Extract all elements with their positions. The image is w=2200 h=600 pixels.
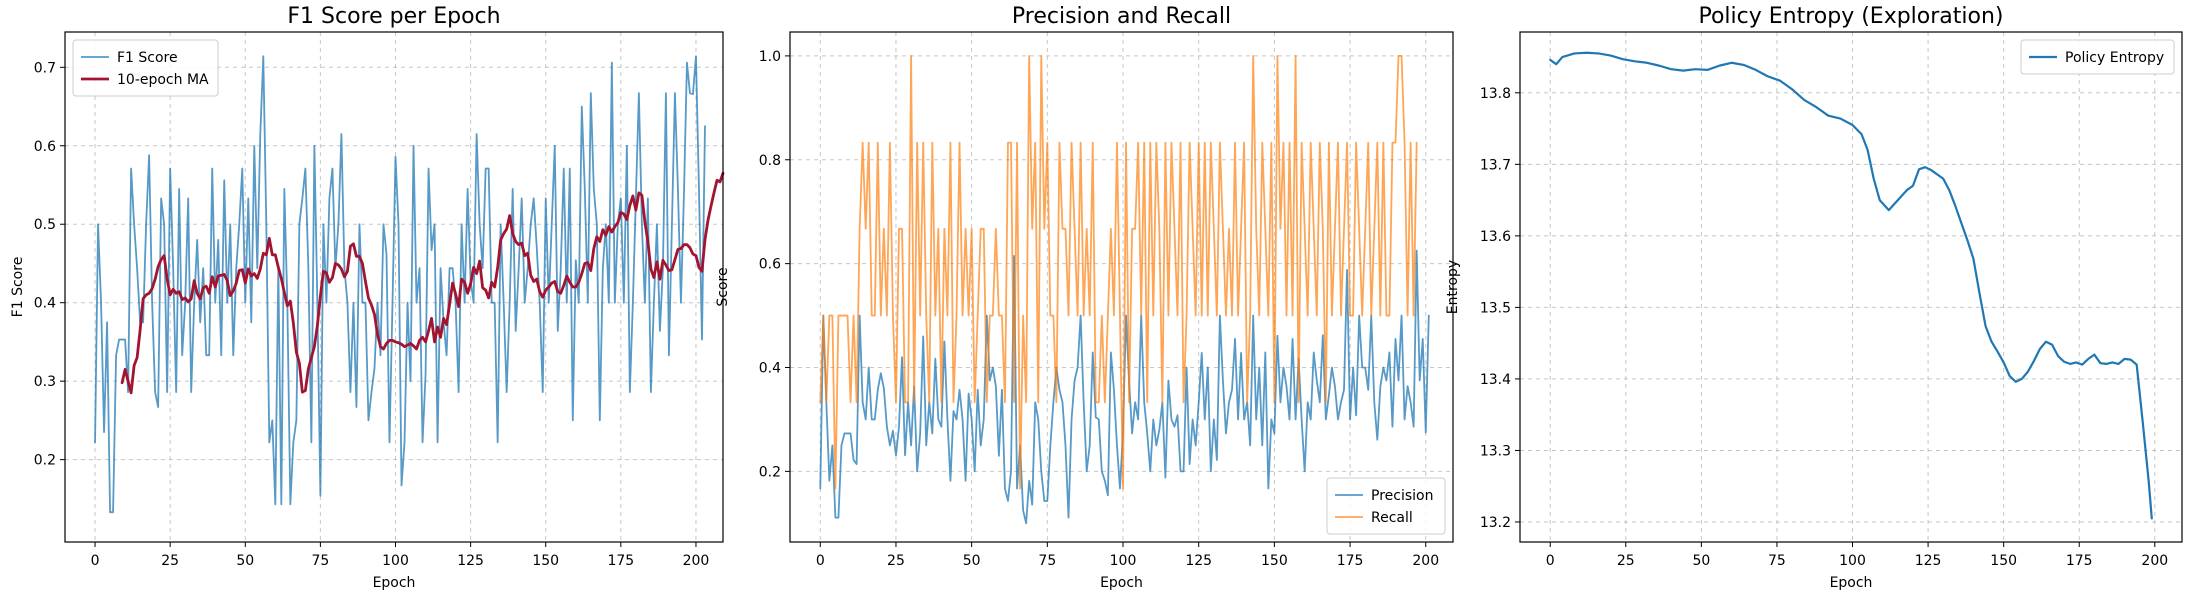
chart-panel-1: 0 25 50 75 100 125 150 175 200 0.2 0.3 0.4 0.5 0.6 0.7… <box>10 4 725 591</box>
y-tick-label: 0.8 <box>759 153 781 169</box>
y-tick-label: 13.7 <box>1480 157 1511 173</box>
y-axis-label: Entropy <box>1445 260 1461 314</box>
x-tick-label: 0 <box>1546 553 1555 569</box>
legend-entry-label: Policy Entropy <box>2065 50 2164 66</box>
y-tick-label: 1.0 <box>759 49 781 65</box>
x-tick-label: 25 <box>1617 553 1635 569</box>
y-tick-label: 0.4 <box>759 360 781 376</box>
x-tick-label: 125 <box>1915 553 1942 569</box>
x-tick-label: 200 <box>2141 553 2168 569</box>
x-tick-label: 200 <box>1412 553 1439 569</box>
x-tick-label: 100 <box>1110 553 1137 569</box>
y-tick-label: 13.3 <box>1480 443 1511 459</box>
x-tick-label: 100 <box>1839 553 1866 569</box>
series-line-f1-score <box>94 55 706 514</box>
legend-box <box>1326 477 1446 535</box>
x-axis-label: Epoch <box>1100 575 1143 591</box>
y-axis-label: Score <box>715 267 731 306</box>
series-line-policy-entropy <box>1549 51 2153 520</box>
y-tick-label: 0.6 <box>34 139 56 155</box>
axes-frame <box>789 31 1454 543</box>
x-tick-label: 150 <box>1261 553 1288 569</box>
x-axis-label: Epoch <box>1830 575 1873 591</box>
x-tick-label: 200 <box>683 553 710 569</box>
chart-panel-2: 0 25 50 75 100 125 150 175 200 0.2 0.4 0.6 0.8 1.0 Pre… <box>715 4 1454 591</box>
y-tick-label: 13.6 <box>1480 229 1511 245</box>
x-tick-label: 175 <box>607 553 634 569</box>
axes-frame <box>1519 31 2183 543</box>
x-tick-label: 0 <box>91 553 100 569</box>
x-tick-label: 175 <box>2066 553 2093 569</box>
legend: Precision Recall <box>1326 477 1446 535</box>
legend-entry-label: F1 Score <box>117 50 178 66</box>
x-tick-label: 125 <box>457 553 484 569</box>
axes-frame <box>64 31 724 543</box>
y-tick-label: 0.3 <box>34 374 56 390</box>
x-tick-label: 75 <box>1038 553 1056 569</box>
plot-area <box>1520 32 2182 542</box>
y-tick-label: 0.2 <box>34 453 56 469</box>
legend-box <box>2020 39 2175 75</box>
x-tick-label: 0 <box>816 553 825 569</box>
y-tick-label: 0.4 <box>34 296 56 312</box>
y-tick-label: 0.7 <box>34 60 56 76</box>
chart-panel-3: 0 25 50 75 100 125 150 175 200 13.2 13.3 13.4 13.5 13… <box>1445 4 2183 591</box>
x-tick-label: 150 <box>1990 553 2017 569</box>
y-tick-label: 13.5 <box>1480 300 1511 316</box>
x-tick-label: 25 <box>161 553 179 569</box>
x-tick-label: 75 <box>1768 553 1786 569</box>
x-tick-label: 50 <box>963 553 981 569</box>
legend: F1 Score 10-epoch MA <box>72 39 219 97</box>
y-tick-label: 13.2 <box>1480 515 1511 531</box>
legend-entry-label: 10-epoch MA <box>117 72 209 88</box>
y-tick-label: 0.6 <box>759 257 781 273</box>
legend-box <box>72 39 219 97</box>
y-tick-label: 0.5 <box>34 217 56 233</box>
x-tick-label: 50 <box>1692 553 1710 569</box>
chart-title: Policy Entropy (Exploration) <box>1698 4 2003 29</box>
x-tick-label: 100 <box>382 553 409 569</box>
x-tick-label: 125 <box>1185 553 1212 569</box>
y-axis-label: F1 Score <box>10 257 26 318</box>
legend-entry-label: Precision <box>1371 488 1433 504</box>
x-tick-label: 50 <box>236 553 254 569</box>
chart-title: F1 Score per Epoch <box>287 4 500 29</box>
legend-entry-label: Recall <box>1371 510 1413 526</box>
y-tick-label: 0.2 <box>759 464 781 480</box>
x-axis-label: Epoch <box>373 575 416 591</box>
x-tick-label: 150 <box>532 553 559 569</box>
chart-title: Precision and Recall <box>1012 4 1231 29</box>
y-tick-label: 13.8 <box>1480 86 1511 102</box>
y-tick-label: 13.4 <box>1480 372 1511 388</box>
series-line-10-epoch-ma <box>120 171 725 395</box>
x-tick-label: 75 <box>311 553 329 569</box>
legend: Policy Entropy <box>2020 39 2175 75</box>
series-line-recall <box>819 54 1418 490</box>
x-tick-label: 25 <box>887 553 905 569</box>
x-tick-label: 175 <box>1337 553 1364 569</box>
